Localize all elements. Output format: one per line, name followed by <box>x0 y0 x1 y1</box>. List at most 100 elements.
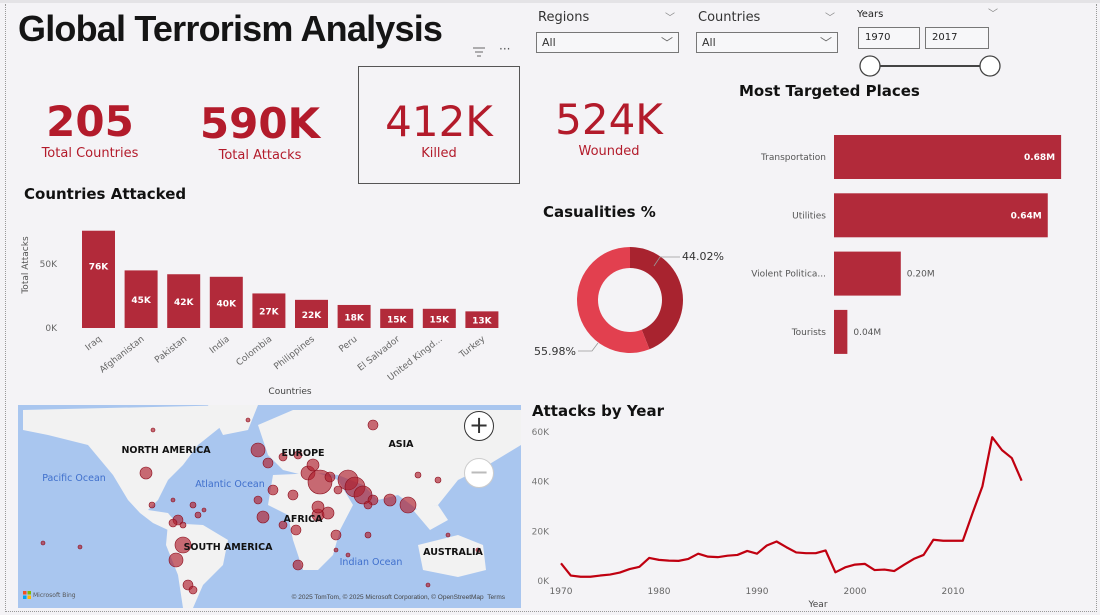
attack-location-marker <box>293 450 303 460</box>
continent-label: SOUTH AMERICA <box>184 542 273 553</box>
attack-location-marker <box>364 531 372 539</box>
continent-label: ASIA <box>388 439 414 450</box>
chevron-down-icon[interactable]: ﹀ <box>825 13 835 24</box>
attack-location-marker <box>333 485 343 495</box>
countries-dropdown[interactable]: All ﹀ <box>696 32 838 53</box>
bar-data-label: 13K <box>472 317 493 327</box>
y-tick-label: 50K <box>40 260 58 270</box>
landmass-north-america <box>23 405 238 530</box>
attack-location-marker <box>290 524 302 536</box>
kpi-total-attacks: 590K Total Attacks <box>190 100 330 164</box>
kpi-label: Total Countries <box>41 146 139 161</box>
bar-data-label: 27K <box>259 308 280 318</box>
attack-location-marker <box>245 417 251 423</box>
kpi-wounded: 524K Wounded <box>539 96 679 160</box>
bar-data-label: 18K <box>344 313 365 323</box>
continent-label: EUROPE <box>281 448 324 459</box>
attack-location-marker <box>306 458 320 472</box>
bar-afghanistan <box>124 270 158 328</box>
attack-location-marker <box>139 466 153 480</box>
map-canvas[interactable]: NORTH AMERICA EUROPE ASIA AFRICA SOUTH AMERI… <box>18 405 521 608</box>
kpi-killed[interactable]: 412K Killed <box>358 66 520 184</box>
x-tick-label: Philippines <box>272 334 317 372</box>
bar-philippines <box>295 299 328 328</box>
attack-location-marker <box>253 495 263 505</box>
y-tick-label: 0K <box>537 577 550 587</box>
slider-handle-start[interactable] <box>859 55 881 77</box>
attack-location-marker <box>179 521 187 529</box>
bar-united-kingd- <box>422 308 456 328</box>
ocean-label: Atlantic Ocean <box>195 479 265 490</box>
x-axis-label: Countries <box>268 387 311 397</box>
bar-data-label: 45K <box>131 296 152 306</box>
attack-location-marker <box>425 582 431 588</box>
category-label: Tourists <box>791 328 827 338</box>
donut-slice <box>630 247 683 350</box>
bing-brand-text: Microsoft Bing <box>33 591 76 599</box>
zoom-out-button[interactable]: − <box>464 458 494 488</box>
attack-location-marker <box>40 540 46 546</box>
x-tick-label: Turkey <box>457 334 488 361</box>
top-bar <box>0 0 1100 3</box>
bar-data-label: 15K <box>387 315 408 325</box>
category-label: Utilities <box>792 211 826 221</box>
attack-location-marker <box>250 442 266 458</box>
attack-location-marker <box>345 552 351 558</box>
landmass-australia <box>418 535 486 577</box>
year-range-slider[interactable] <box>856 53 1006 81</box>
chevron-down-icon[interactable]: ﹀ <box>665 13 675 24</box>
attacks-by-year-title: Attacks by Year <box>532 402 665 420</box>
attack-location-marker <box>330 529 342 541</box>
year-from-input[interactable]: 1970 <box>858 27 920 49</box>
attack-location-marker <box>170 497 176 503</box>
bar-transportation <box>834 135 1062 179</box>
slice-label: 55.98% <box>534 345 576 358</box>
year-to-input[interactable]: 2017 <box>925 27 989 49</box>
attack-location-marker <box>267 484 279 496</box>
x-tick-label: 1980 <box>648 587 671 597</box>
attacks-line <box>560 436 1023 578</box>
bar-turkey <box>465 311 499 328</box>
attack-location-marker <box>311 500 325 514</box>
attack-location-marker <box>189 501 197 509</box>
attack-location-marker <box>148 501 156 509</box>
leader-line <box>653 256 680 267</box>
bar-colombia <box>252 293 286 328</box>
years-slicer-label: Years <box>857 9 884 20</box>
kpi-value: 590K <box>199 99 321 148</box>
bar-data-label: 40K <box>217 299 238 309</box>
chevron-down-icon[interactable]: ﹀ <box>988 9 998 20</box>
attacks-map[interactable]: NORTH AMERICA EUROPE ASIA AFRICA SOUTH AMERI… <box>18 405 521 608</box>
kpi-label: Killed <box>421 146 457 161</box>
slider-handle-end[interactable] <box>979 55 1001 77</box>
attack-location-marker <box>321 506 335 520</box>
regions-dropdown[interactable]: All ﹀ <box>536 32 679 53</box>
chevron-down-icon: ﹀ <box>819 36 832 50</box>
landmass-europe-asia <box>258 410 521 510</box>
x-tick-label: 2000 <box>844 587 867 597</box>
countries-value: All <box>702 36 716 49</box>
x-axis-label: Year <box>807 600 827 610</box>
kpi-label: Wounded <box>578 144 640 159</box>
bar-india <box>209 276 243 328</box>
bar-data-label: 15K <box>430 315 451 325</box>
bar-tourists <box>834 309 848 354</box>
countries-slicer-label: Countries <box>698 10 761 25</box>
ocean-label: Indian Ocean <box>340 557 403 568</box>
bar-iraq <box>82 230 115 328</box>
x-tick-label: 2010 <box>942 587 965 597</box>
bar-data-label: 0.64M <box>1011 211 1042 221</box>
filter-icon[interactable] <box>471 45 487 59</box>
bar-peru <box>337 304 371 328</box>
casualities-title: Casualities % <box>543 203 656 221</box>
y-tick-label: 40K <box>532 478 550 488</box>
zoom-in-button[interactable]: + <box>464 411 494 441</box>
x-tick-label: Pakistan <box>153 334 189 365</box>
countries-attacked-chart: Total Attacks 0K 50K 76K Iraq 45K Afghanistan 4… <box>21 230 499 397</box>
ocean-label: Pacific Ocean <box>42 473 106 484</box>
attack-location-marker <box>434 476 442 484</box>
terms-link[interactable]: Terms <box>487 594 505 601</box>
more-options-icon[interactable]: ··· <box>499 42 511 56</box>
map-attribution: © 2025 TomTom, © 2025 Microsoft Corporat… <box>292 594 505 601</box>
continent-label: NORTH AMERICA <box>121 445 211 456</box>
